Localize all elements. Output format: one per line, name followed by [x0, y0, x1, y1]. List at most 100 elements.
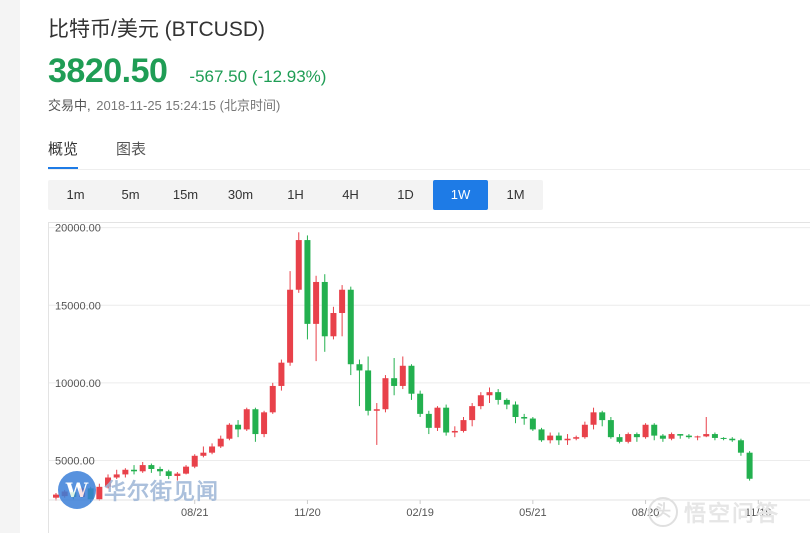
candle-body — [417, 393, 424, 414]
candle-body — [503, 399, 510, 405]
period-5m[interactable]: 5m — [121, 187, 140, 202]
candle-body — [694, 436, 701, 438]
wallstreetcn-logo-icon: W — [58, 471, 96, 509]
candle-body — [451, 430, 458, 433]
candle-body — [148, 465, 155, 469]
period-4h[interactable]: 4H — [342, 187, 359, 202]
candle-body — [703, 434, 710, 437]
candle-body — [399, 365, 406, 386]
x-tick-label: 02/19 — [406, 507, 434, 519]
watermark-text-right: 悟空问答 — [684, 501, 781, 526]
candle-body — [625, 434, 632, 442]
candle-body — [252, 409, 259, 435]
period-1d[interactable]: 1D — [397, 187, 414, 202]
candle-body — [547, 435, 554, 441]
candle-body — [495, 392, 502, 400]
y-tick-label: 10000.00 — [55, 378, 101, 390]
timestamp: 2018-11-25 15:24:15 (北京时间) — [96, 98, 281, 113]
candle-body — [746, 452, 753, 479]
candle-body — [711, 434, 718, 438]
candle-body — [391, 378, 398, 386]
watermark-wallstreetcn: W 华尔街见闻 — [58, 471, 219, 509]
candle-body — [243, 409, 250, 430]
last-price: 3820.50 — [48, 52, 168, 90]
candle-body — [477, 395, 484, 407]
candle-body — [347, 289, 354, 365]
x-tick-label: 05/21 — [519, 507, 547, 519]
period-1mo[interactable]: 1M — [506, 187, 525, 202]
y-tick-label: 15000.00 — [55, 300, 101, 312]
candle-body — [443, 407, 450, 433]
candle-body — [529, 418, 536, 430]
candle-body — [590, 412, 597, 425]
candle-body — [408, 365, 415, 394]
candle-body — [573, 437, 580, 439]
candle-body — [365, 370, 372, 411]
candle-body — [356, 364, 363, 371]
candle-body — [521, 416, 528, 419]
status-label: 交易中, — [48, 98, 91, 113]
candle-body — [425, 413, 432, 428]
price-change: -567.50 (-12.93%) — [189, 67, 327, 86]
candle-body — [105, 477, 112, 487]
candle-body — [651, 424, 658, 436]
candle-body — [165, 471, 172, 476]
view-tabs: 概览 图表 — [48, 138, 184, 169]
candle-body — [226, 424, 233, 439]
watermark-wukong: 头 悟空问答 — [648, 496, 780, 528]
candle-body — [304, 240, 311, 324]
candle-body — [200, 452, 207, 456]
candle-body — [469, 406, 476, 421]
candle-body — [677, 434, 684, 436]
candle-body — [581, 424, 588, 438]
candle-body — [339, 289, 346, 314]
x-tick-label: 11/19 — [745, 507, 772, 519]
candle-body — [122, 469, 129, 475]
candle-body — [191, 455, 198, 467]
period-1w[interactable]: 1W — [433, 180, 488, 210]
trading-status: 交易中, 2018-11-25 15:24:15 (北京时间) — [48, 95, 280, 114]
period-1h[interactable]: 1H — [287, 187, 304, 202]
candle-body — [313, 281, 320, 324]
wukong-logo-icon: 头 — [648, 497, 678, 527]
candle-body — [633, 434, 640, 438]
candle-body — [295, 240, 302, 290]
candle-body — [321, 281, 328, 337]
candle-body — [512, 404, 519, 417]
candle-body — [538, 429, 545, 441]
y-tick-label: 20000.00 — [55, 223, 101, 235]
candle-body — [737, 440, 744, 453]
candle-body — [599, 412, 606, 421]
candle-body — [460, 420, 467, 431]
candle-body — [720, 437, 727, 439]
candle-body — [287, 289, 294, 363]
candle-body — [269, 385, 276, 413]
candle-body — [373, 409, 380, 411]
candle-body — [668, 434, 675, 439]
candle-body — [382, 378, 389, 410]
candle-body — [53, 494, 59, 498]
page-title: 比特币/美元 (BTCUSD) — [48, 18, 265, 41]
candle-body — [131, 469, 138, 472]
tab-overview[interactable]: 概览 — [48, 138, 79, 169]
y-tick-label: 5000.00 — [55, 455, 95, 467]
period-1m[interactable]: 1m — [66, 187, 85, 202]
candle-body — [616, 437, 623, 442]
candle-body — [113, 474, 120, 478]
candle-body — [96, 486, 103, 500]
candle-body — [278, 362, 285, 386]
candle-body — [486, 392, 493, 396]
candle-body — [729, 438, 736, 441]
candle-body — [209, 446, 216, 453]
left-gutter — [0, 0, 20, 533]
candle-body — [642, 424, 649, 438]
tab-divider — [48, 169, 810, 170]
tab-chart[interactable]: 图表 — [116, 141, 147, 158]
price-row: 3820.50 -567.50 (-12.93%) — [48, 52, 326, 91]
period-30m[interactable]: 30m — [227, 187, 254, 202]
candle-body — [174, 473, 181, 476]
candle-body — [330, 313, 337, 337]
period-15m[interactable]: 15m — [172, 187, 199, 202]
x-tick-label: 08/21 — [181, 507, 209, 519]
candle-body — [139, 465, 146, 472]
